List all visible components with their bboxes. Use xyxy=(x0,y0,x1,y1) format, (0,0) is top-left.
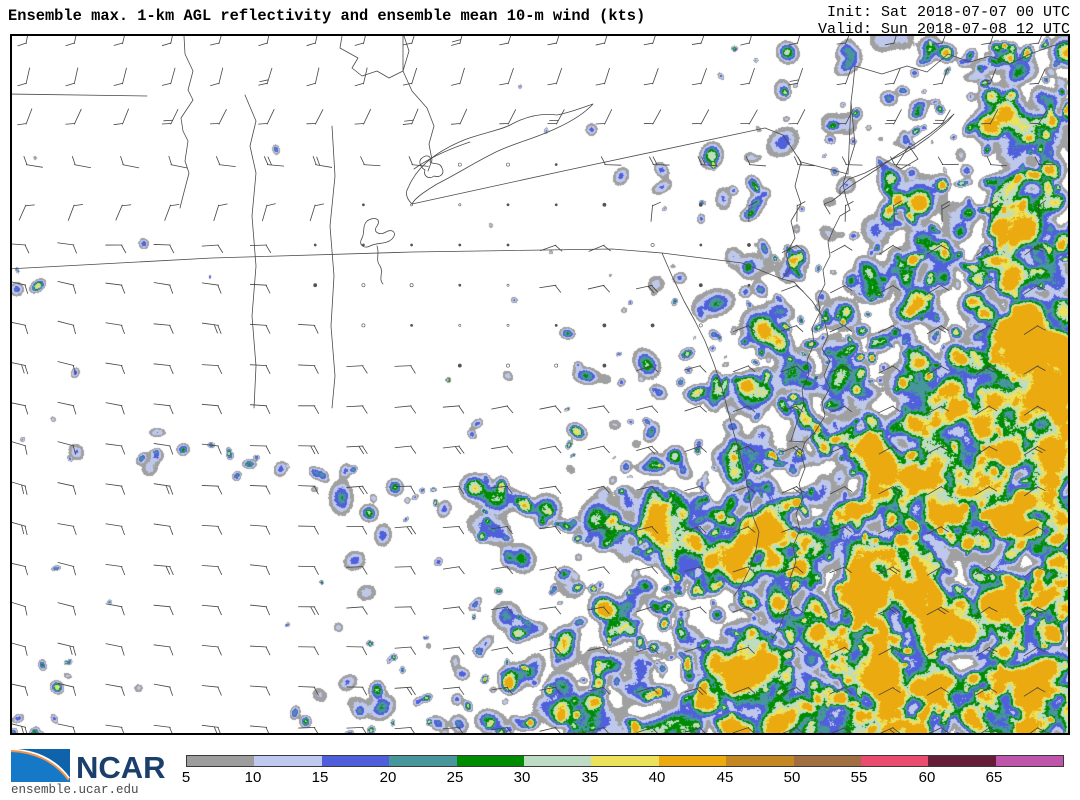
svg-text:NCAR: NCAR xyxy=(76,750,166,785)
svg-text:ensemble.ucar.edu: ensemble.ucar.edu xyxy=(11,783,139,796)
